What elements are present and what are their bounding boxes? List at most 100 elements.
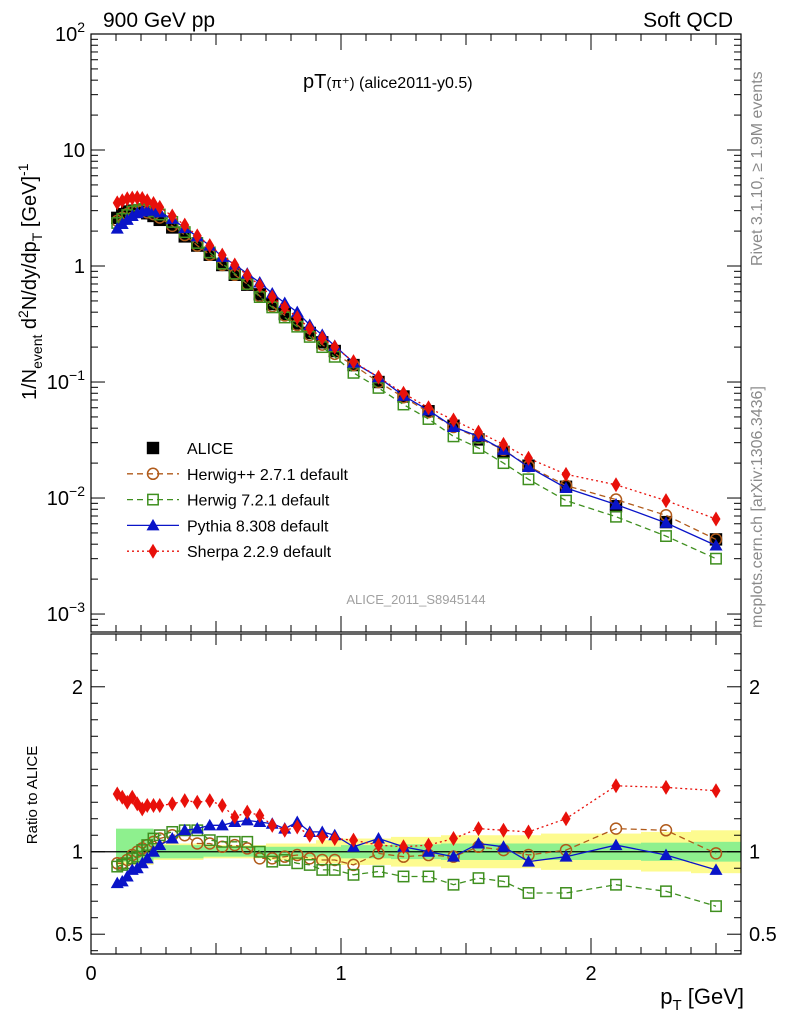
ratio-y-tick-label: 0.5: [55, 924, 83, 946]
ratio-point-herwig-7-2-1-default: [328, 863, 341, 876]
legend-marker-pythia-8-308-default: [146, 518, 160, 531]
ratio-point-herwig-7-2-1-default: [147, 832, 160, 845]
ratio-point-herwig-2-7-1-default: [709, 847, 723, 860]
ratio-point-herwig-7-2-1-default: [347, 868, 360, 881]
data-point-sherpa-2-2-9-default: [255, 277, 265, 293]
data-point-sherpa-2-2-9-default: [180, 217, 190, 233]
data-point-sherpa-2-2-9-default: [280, 299, 290, 315]
legend-label-herwig-2-7-1-default: Herwig++ 2.7.1 default: [187, 467, 349, 484]
data-point-pythia-8-308-default: [659, 516, 673, 528]
legend-marker-alice: [146, 441, 160, 455]
legend-label-herwig-7-2-1-default: Herwig 7.2.1 default: [187, 493, 330, 510]
ratio-y-tick-label: 1: [72, 842, 83, 864]
ratio-point-pythia-8-308-default: [178, 823, 192, 836]
ratio-point-sherpa-2-2-9-default: [399, 839, 408, 855]
ratio-line-herwig-7-2-1-default: [117, 829, 717, 907]
ratio-point-sherpa-2-2-9-default: [474, 821, 483, 837]
y-tick-label: 10−2: [47, 483, 85, 510]
ratio-point-sherpa-2-2-9-default: [217, 798, 227, 814]
ratio-point-pythia-8-308-default: [709, 863, 723, 875]
data-point-sherpa-2-2-9-default: [142, 193, 152, 209]
data-point-sherpa-2-2-9-default: [230, 257, 240, 273]
ratio-y-tick-label-right: 2: [749, 677, 760, 699]
data-point-sherpa-2-2-9-default: [561, 466, 571, 482]
data-point-sherpa-2-2-9-default: [317, 330, 327, 346]
data-point-sherpa-2-2-9-default: [205, 238, 215, 254]
data-point-herwig-7-2-1-default: [660, 530, 672, 543]
ratio-point-sherpa-2-2-9-default: [155, 798, 165, 814]
ratio-point-sherpa-2-2-9-default: [561, 811, 571, 827]
ratio-point-pythia-8-308-default: [190, 822, 204, 834]
ratio-plot-frame: [90, 633, 742, 955]
ratio-point-sherpa-2-2-9-default: [711, 783, 721, 799]
ratio-point-sherpa-2-2-9-default: [305, 827, 315, 843]
data-point-sherpa-2-2-9-default: [499, 436, 508, 452]
data-point-pythia-8-308-default: [522, 460, 535, 473]
ratio-point-sherpa-2-2-9-default: [449, 831, 458, 847]
ratio-point-pythia-8-308-default: [140, 851, 154, 864]
ratio-point-herwig-7-2-1-default: [316, 863, 329, 876]
data-point-sherpa-2-2-9-default: [374, 369, 383, 385]
data-point-sherpa-2-2-9-default: [349, 354, 358, 370]
data-point-sherpa-2-2-9-default: [424, 400, 433, 416]
legend: ALICE Herwig++ 2.7.1 default Herwig 7.2.1 …: [127, 441, 349, 561]
ratio-point-sherpa-2-2-9-default: [267, 817, 277, 833]
ratio-point-pythia-8-308-default: [522, 855, 535, 867]
ratio-point-sherpa-2-2-9-default: [149, 798, 158, 814]
data-point-sherpa-2-2-9-default: [267, 289, 277, 305]
ratio-point-sherpa-2-2-9-default: [330, 831, 340, 847]
ratio-point-herwig-7-2-1-default: [278, 854, 291, 866]
ratio-point-sherpa-2-2-9-default: [180, 793, 190, 809]
ratio-point-herwig-2-7-1-default: [316, 853, 329, 867]
ratio-point-herwig-2-7-1-default: [347, 858, 360, 872]
data-point-pythia-8-308-default: [609, 497, 623, 510]
ratio-point-herwig-7-2-1-default: [660, 885, 672, 898]
legend-label-sherpa-2-2-9-default: Sherpa 2.2.9 default: [187, 544, 332, 561]
y-tick-label: 10−3: [47, 599, 85, 626]
ratio-point-herwig-2-7-1-default: [609, 822, 623, 835]
ratio-point-pythia-8-308-default: [472, 836, 485, 849]
data-point-sherpa-2-2-9-default: [449, 412, 458, 428]
data-point-sherpa-2-2-9-default: [155, 199, 165, 215]
ratio-point-herwig-7-2-1-default: [522, 887, 535, 899]
main-y-axis-label: 1/Nevent d2N/dy/dpT [GeV]-1: [15, 163, 45, 400]
legend-marker-herwig-2-7-1-default: [146, 467, 160, 481]
ratio-point-herwig-7-2-1-default: [266, 855, 279, 868]
ratio-y-axis-label: Ratio to ALICE: [24, 746, 41, 844]
ratio-point-sherpa-2-2-9-default: [499, 822, 508, 838]
ratio-point-pythia-8-308-default: [559, 850, 573, 862]
ratio-point-herwig-7-2-1-default: [497, 875, 510, 888]
data-point-sherpa-2-2-9-default: [330, 339, 340, 355]
header-left-text: 900 GeV pp: [103, 9, 215, 32]
x-axis-label: pT [GeV]: [660, 984, 744, 1014]
ratio-point-pythia-8-308-default: [147, 845, 160, 857]
main-plot-frame: [90, 33, 742, 633]
plot-title: pT(π⁺) (alice2011-y0.5): [303, 71, 473, 93]
ratio-point-herwig-7-2-1-default: [710, 900, 722, 913]
ratio-point-sherpa-2-2-9-default: [167, 796, 177, 812]
ratio-point-sherpa-2-2-9-default: [205, 793, 215, 809]
data-point-sherpa-2-2-9-default: [122, 191, 132, 207]
data-point-sherpa-2-2-9-default: [474, 424, 483, 440]
ratio-point-pythia-8-308-default: [120, 869, 134, 882]
legend-label-pythia-8-308-default: Pythia 8.308 default: [187, 518, 329, 535]
ratio-point-herwig-2-7-1-default: [328, 853, 341, 867]
y-tick-label: 10−1: [47, 367, 85, 394]
data-point-sherpa-2-2-9-default: [127, 190, 137, 206]
ratio-point-pythia-8-308-default: [153, 838, 167, 851]
ratio-point-herwig-2-7-1-default: [191, 837, 204, 850]
ratio-point-herwig-7-2-1-default: [472, 872, 485, 885]
ratio-point-herwig-7-2-1-default: [397, 870, 410, 883]
ratio-point-herwig-2-7-1-default: [241, 842, 254, 855]
ratio-y-tick-label-right: 0.5: [749, 924, 777, 946]
data-point-sherpa-2-2-9-default: [132, 190, 142, 206]
ratio-point-herwig-7-2-1-default: [203, 834, 216, 847]
ratio-line-herwig-2-7-1-default: [117, 827, 717, 866]
ratio-point-herwig-7-2-1-default: [241, 835, 254, 848]
data-point-herwig-7-2-1-default: [710, 552, 722, 565]
ratio-point-herwig-7-2-1-default: [291, 857, 304, 870]
ratio-point-sherpa-2-2-9-default: [374, 837, 383, 853]
ratio-point-sherpa-2-2-9-default: [142, 798, 152, 814]
x-tick-label: 2: [585, 963, 596, 985]
